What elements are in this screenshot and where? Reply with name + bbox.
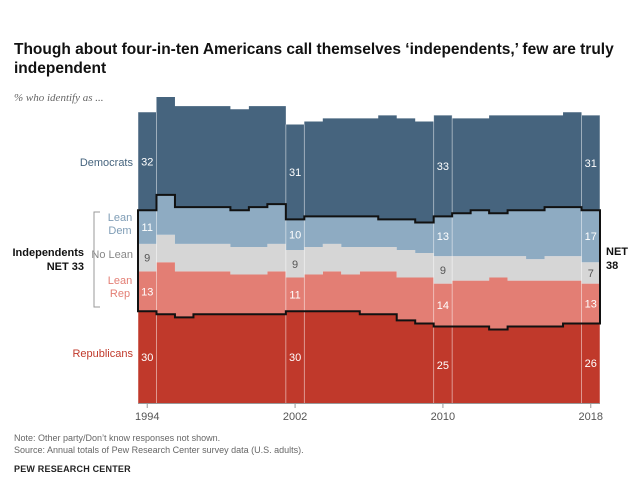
value-label-no-lean-2002: 9 xyxy=(292,259,298,271)
independents-bracket xyxy=(93,211,100,308)
chart-title: Though about four-in-ten Americans call … xyxy=(14,41,614,77)
area-lean-rep xyxy=(138,262,600,330)
label-independents-line1: Independents xyxy=(12,247,84,259)
stacked-area-chart: 32 31 33 31 11 10 13 17 9 9 9 7 13 11 14 13 30 30 25 26 1994… xyxy=(12,97,628,423)
value-label-republicans-2002: 30 xyxy=(289,352,301,364)
value-label-lean-rep-1994: 13 xyxy=(141,286,153,298)
area-democrats xyxy=(138,97,600,223)
label-lean-rep-line1: Lean xyxy=(108,275,132,287)
x-tick-label-2002: 2002 xyxy=(283,411,307,423)
value-label-lean-dem-1994: 11 xyxy=(142,222,153,234)
label-democrats: Democrats xyxy=(80,157,134,169)
label-net-right-line1: NET xyxy=(606,246,628,258)
value-label-lean-rep-2010: 14 xyxy=(437,300,449,312)
value-label-lean-dem-2002: 10 xyxy=(289,230,301,242)
x-tick-label-1994: 1994 xyxy=(135,411,159,423)
x-tick-label-2010: 2010 xyxy=(431,411,455,423)
area-lean-dem xyxy=(138,194,600,263)
label-no-lean: No Lean xyxy=(91,249,133,261)
value-label-lean-rep-2018: 13 xyxy=(585,299,597,311)
source-organization: PEW RESEARCH CENTER xyxy=(14,464,131,474)
label-net-right-line2: 38 xyxy=(606,260,618,272)
value-label-republicans-1994: 30 xyxy=(141,352,153,364)
label-lean-rep-line2: Rep xyxy=(110,288,130,300)
value-label-democrats-1994: 32 xyxy=(141,156,153,168)
value-label-democrats-2010: 33 xyxy=(437,161,449,173)
value-label-democrats-2002: 31 xyxy=(289,167,301,179)
value-label-democrats-2018: 31 xyxy=(585,158,597,170)
area-series-group xyxy=(138,97,600,403)
label-lean-dem-line2: Dem xyxy=(108,225,131,237)
value-label-lean-rep-2002: 11 xyxy=(289,289,300,301)
value-label-republicans-2018: 26 xyxy=(585,358,597,370)
value-label-lean-dem-2010: 13 xyxy=(437,231,449,243)
value-label-republicans-2010: 25 xyxy=(437,360,449,372)
value-label-no-lean-2010: 9 xyxy=(440,265,446,277)
value-label-no-lean-1994: 9 xyxy=(144,253,150,265)
chart-source: Source: Annual totals of Pew Research Ce… xyxy=(14,445,304,455)
label-lean-dem-line1: Lean xyxy=(108,212,132,224)
value-label-no-lean-2018: 7 xyxy=(588,268,594,280)
area-republicans xyxy=(138,311,600,403)
x-tick-label-2018: 2018 xyxy=(579,411,603,423)
label-republicans: Republicans xyxy=(72,348,133,360)
chart-subtitle: % who identify as ... xyxy=(14,92,104,104)
value-label-lean-dem-2018: 17 xyxy=(585,231,597,243)
chart-note: Note: Other party/Don’t know responses n… xyxy=(14,433,221,443)
label-independents-line2: NET 33 xyxy=(47,261,84,273)
independents-outline xyxy=(137,193,601,331)
